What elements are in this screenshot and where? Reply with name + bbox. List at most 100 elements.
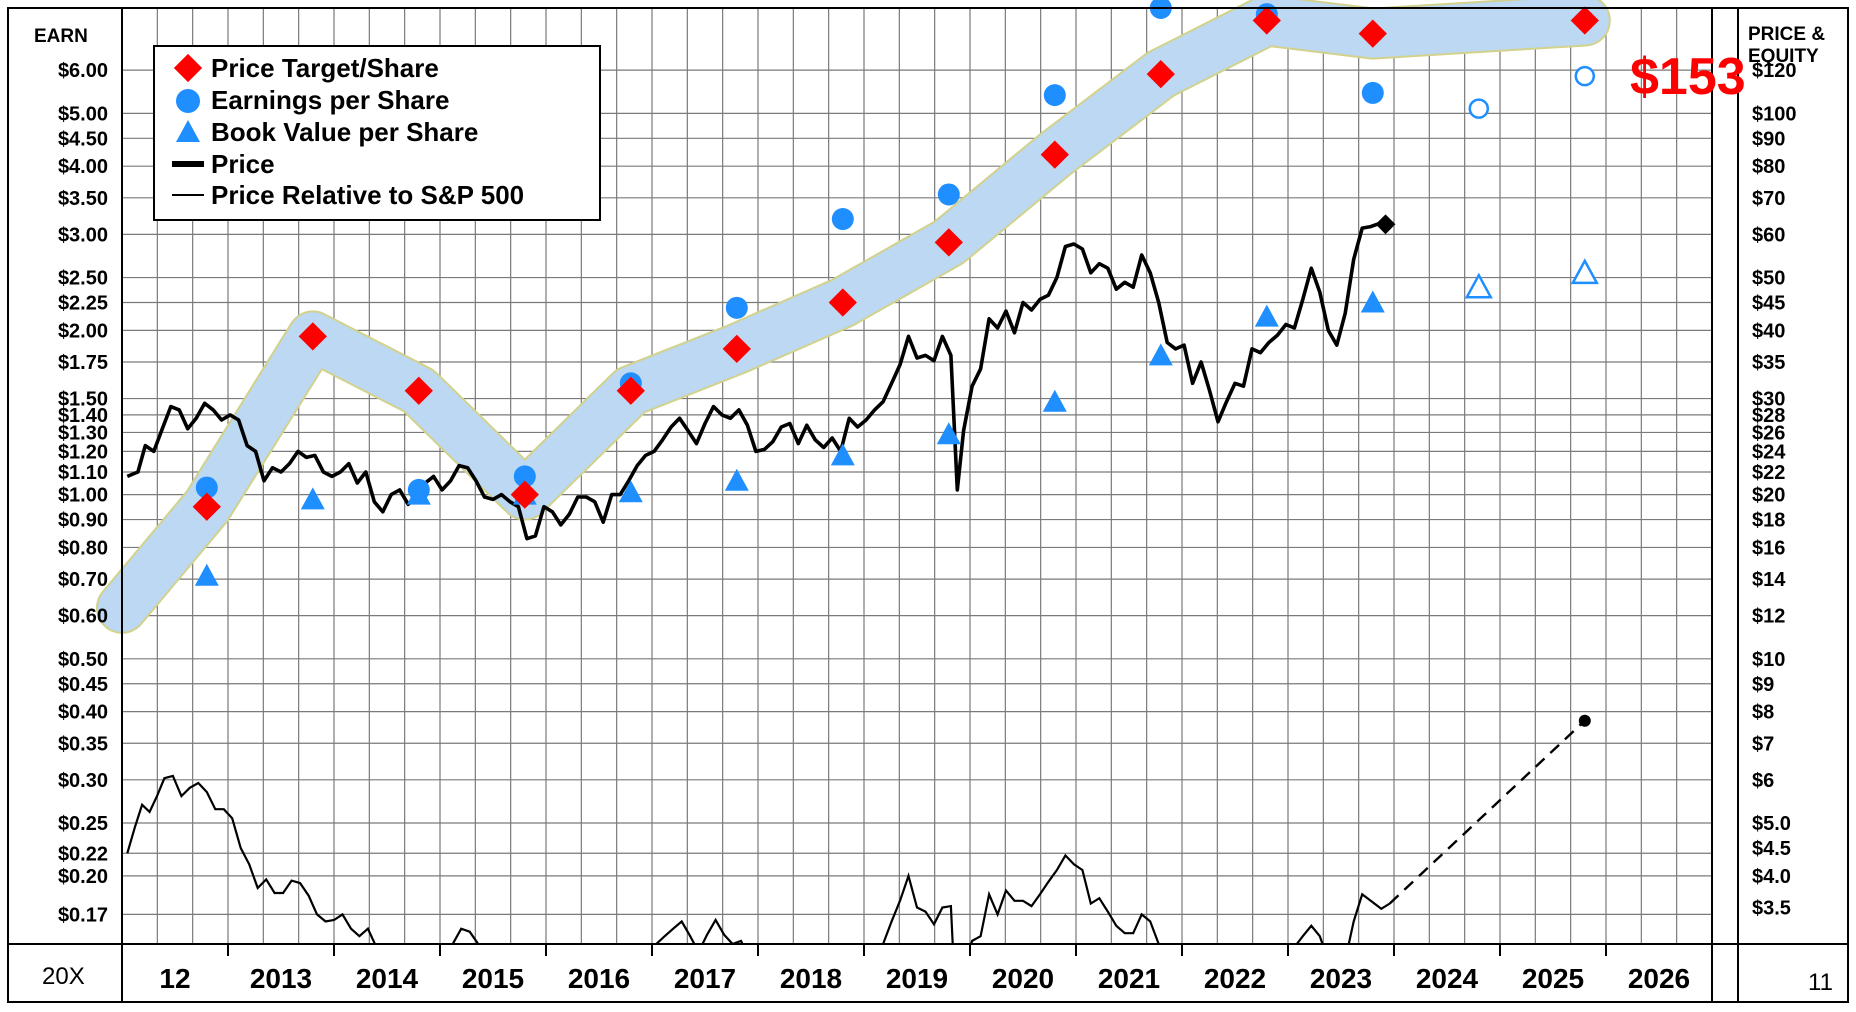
left-axis-tick-label: $0.35 xyxy=(58,733,108,755)
left-axis-tick-label: $0.45 xyxy=(58,674,108,696)
eps-estimate-circle xyxy=(1574,65,1596,87)
legend-item-eps: Earnings per Share xyxy=(176,85,449,115)
year-label: 2015 xyxy=(462,963,524,994)
left-axis-tick-label: $0.70 xyxy=(58,569,108,591)
price-last-marker xyxy=(1375,214,1396,235)
relative-projection-point xyxy=(1578,714,1591,727)
book-value-triangle xyxy=(300,487,325,510)
band-fill xyxy=(98,0,1609,632)
left-axis-tick-label: $4.50 xyxy=(58,128,108,150)
left-axis-tick-label: $2.50 xyxy=(58,268,108,290)
price-target-diamond xyxy=(404,376,433,405)
year-label: 2025 xyxy=(1522,963,1584,994)
book-value-triangle xyxy=(1042,389,1067,412)
relative-strength-series xyxy=(126,714,1591,944)
left-axis-tick-label: $0.17 xyxy=(58,904,108,926)
year-label: 2021 xyxy=(1098,963,1160,994)
price-target-callout: $153 xyxy=(1630,48,1746,106)
left-axis-tick-label: $5.00 xyxy=(58,103,108,125)
right-axis-tick-label: $10 xyxy=(1752,649,1785,671)
eps-circle xyxy=(1043,84,1066,107)
price-target-diamond xyxy=(1040,140,1069,169)
book-value-triangle xyxy=(194,563,219,586)
price-target-diamond xyxy=(1358,19,1387,48)
relative-projection-line xyxy=(1388,719,1586,905)
book-value-triangle xyxy=(1148,343,1173,366)
eps-circle xyxy=(407,478,430,501)
left-axis-tick-label: $0.90 xyxy=(58,510,108,532)
eps-circle xyxy=(513,465,536,488)
price-target-diamond xyxy=(934,228,963,257)
right-axis-tick-label: $90 xyxy=(1752,128,1785,150)
left-axis-tick-label: $1.30 xyxy=(58,422,108,444)
corner-right-label: 11 xyxy=(1808,969,1833,996)
legend: Price Target/Share Earnings per Share Bo… xyxy=(153,45,601,221)
book-value-triangle xyxy=(618,480,643,503)
price-target-diamond xyxy=(510,480,539,509)
legend-label-relative: Price Relative to S&P 500 xyxy=(211,180,524,210)
legend-item-target: Price Target/Share xyxy=(173,53,439,83)
left-axis-tick-label: $2.25 xyxy=(58,292,108,314)
year-label: 2024 xyxy=(1416,963,1479,994)
right-axis-tick-label: $12 xyxy=(1752,606,1785,628)
price-target-diamond xyxy=(828,288,857,317)
price-target-diamond xyxy=(298,322,327,351)
right-axis-tick-label: $30 xyxy=(1752,389,1785,411)
eps-estimate-circle xyxy=(1468,98,1490,119)
left-axis-tick-label: $2.00 xyxy=(58,320,108,342)
right-axis-title-line1: PRICE & xyxy=(1748,24,1825,45)
right-axis-tick-label: $18 xyxy=(1752,510,1785,532)
eps-circle xyxy=(831,208,854,231)
right-axis-tick-label: $26 xyxy=(1752,422,1785,444)
right-axis-tick-label: $4.0 xyxy=(1752,866,1791,888)
year-label: 2019 xyxy=(886,963,948,994)
right-axis-title-line2: EQUITY xyxy=(1748,46,1819,67)
right-axis-tick-label: $22 xyxy=(1752,462,1785,484)
book-value-estimate-triangle xyxy=(1570,258,1599,285)
right-axis-tick-label: $50 xyxy=(1752,268,1785,290)
left-axis-tick-label: $1.40 xyxy=(58,405,108,427)
book-value-triangle xyxy=(724,468,749,491)
left-axis-tick-label: $0.22 xyxy=(58,843,108,865)
data-markers xyxy=(192,0,1599,586)
price-target-diamond xyxy=(722,334,751,364)
left-axis-tick-label: $0.30 xyxy=(58,770,108,792)
book-value-triangle xyxy=(1254,304,1279,327)
right-axis-tick-label: $14 xyxy=(1752,569,1786,591)
legend-item-bv: Book Value per Share xyxy=(176,117,478,147)
price-target-diamond xyxy=(1252,6,1281,35)
right-axis-tick-label: $60 xyxy=(1752,224,1785,246)
right-axis-tick-label: $20 xyxy=(1752,485,1785,507)
left-axis-tick-label: $0.50 xyxy=(58,649,108,671)
year-label: 2023 xyxy=(1310,963,1372,994)
right-axis-tick-label: $5.0 xyxy=(1752,813,1791,835)
left-axis-tick-label: $0.80 xyxy=(58,537,108,559)
left-axis-tick-label: $3.50 xyxy=(58,188,108,210)
left-axis-tick-label: $1.00 xyxy=(58,485,108,507)
left-axis-tick-label: $0.40 xyxy=(58,702,108,724)
right-axis-tick-label: $120 xyxy=(1752,60,1797,82)
axis-labels: 12 2013 2014 2015 2016 2017 2018 2019 2020 2021 20… xyxy=(58,60,1797,994)
price-target-diamond xyxy=(1570,6,1599,35)
book-value-triangle xyxy=(1360,290,1385,313)
triangle-icon xyxy=(176,120,200,142)
year-label: 2020 xyxy=(992,963,1054,994)
legend-label-eps: Earnings per Share xyxy=(211,85,449,115)
left-axis-tick-label: $1.75 xyxy=(58,352,108,374)
year-label: 2022 xyxy=(1204,963,1266,994)
legend-item-price: Price xyxy=(172,149,275,179)
right-axis-tick-label: $100 xyxy=(1752,103,1797,125)
price-series xyxy=(126,214,1396,541)
right-axis-tick-label: $40 xyxy=(1752,320,1785,342)
year-label: 2026 xyxy=(1628,963,1690,994)
book-value-triangle xyxy=(936,422,961,445)
left-axis-tick-label: $1.50 xyxy=(58,389,108,411)
book-value-estimate-triangle xyxy=(1464,272,1493,299)
price-line xyxy=(126,221,1382,541)
left-axis-tick-label: $0.25 xyxy=(58,813,108,835)
eps-circle xyxy=(1149,0,1172,19)
price-target-diamond xyxy=(616,376,645,405)
right-axis-tick-label: $70 xyxy=(1752,188,1785,210)
legend-label-bv: Book Value per Share xyxy=(211,117,478,147)
